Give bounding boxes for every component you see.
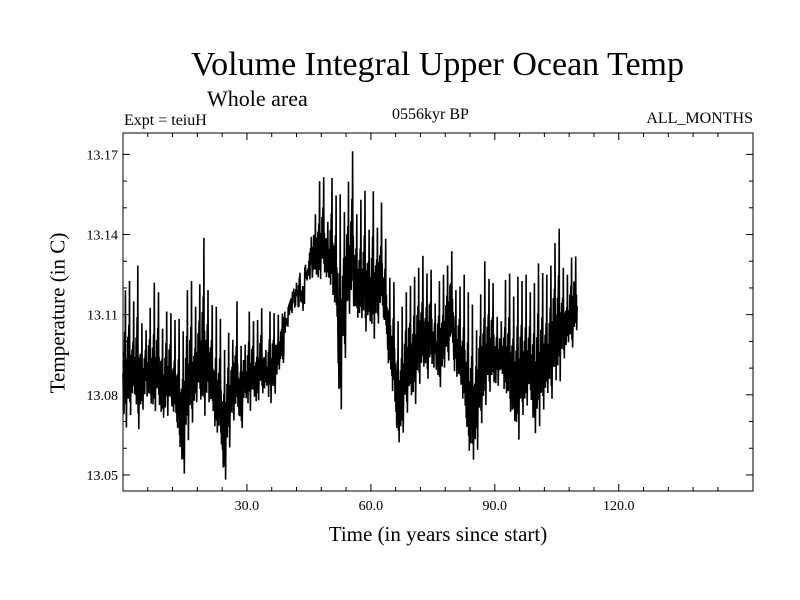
- series-layer: [122, 151, 578, 480]
- y-tick-label: 13.05: [87, 469, 119, 484]
- chart-subtitle: Whole area: [207, 86, 308, 111]
- series-line: [122, 151, 578, 480]
- plot-frame: [122, 132, 754, 492]
- y-axis-label: Temperature (in C): [45, 232, 70, 394]
- period-label: 0556kyr BP: [392, 106, 469, 123]
- x-tick-label: 90.0: [483, 499, 508, 514]
- experiment-label: Expt = teiuH: [124, 112, 207, 129]
- y-tick-label: 13.08: [87, 389, 119, 404]
- y-tick-label: 13.14: [87, 229, 119, 244]
- axis-layer: 30.0 60.0 90.0 120.0 13.05 13.08 13.11 13.14 13.…: [87, 133, 753, 514]
- months-label: ALL_MONTHS: [646, 110, 753, 127]
- y-tick-label: 13.17: [87, 148, 119, 163]
- y-tick-label: 13.11: [87, 309, 118, 324]
- x-tick-label: 30.0: [235, 499, 260, 514]
- x-tick-label: 120.0: [603, 499, 635, 514]
- chart-title: Volume Integral Upper Ocean Temp: [191, 46, 684, 83]
- x-tick-label: 60.0: [359, 499, 384, 514]
- x-axis-label: Time (in years since start): [328, 522, 548, 546]
